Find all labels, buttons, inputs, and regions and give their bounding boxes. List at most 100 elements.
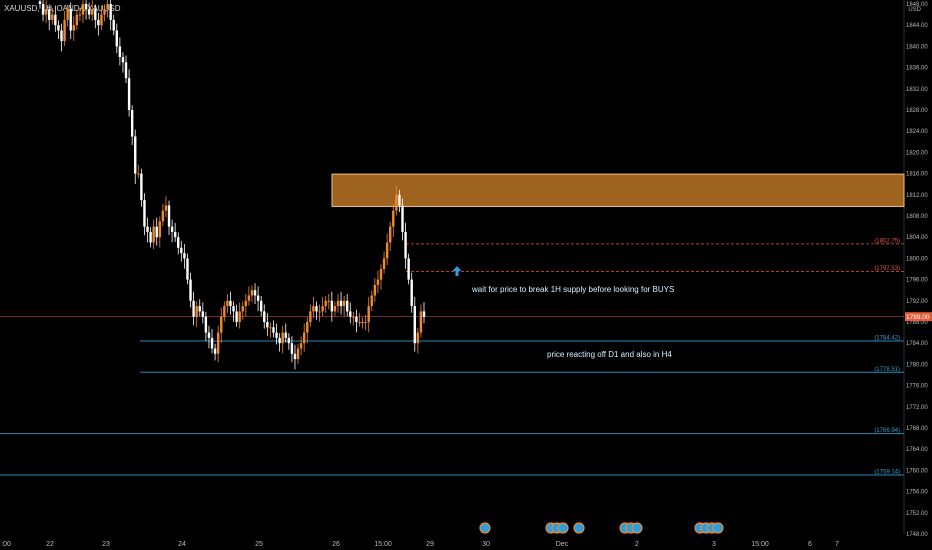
candle[interactable]: [287, 337, 291, 344]
candle[interactable]: [275, 332, 278, 338]
calendar-event-icon[interactable]: [712, 522, 724, 534]
candle[interactable]: [134, 136, 137, 174]
candle[interactable]: [333, 306, 337, 312]
calendar-event-icon[interactable]: [573, 522, 585, 534]
candle[interactable]: [284, 332, 287, 338]
calendar-event-icon[interactable]: [631, 522, 643, 534]
candle[interactable]: [112, 19, 115, 31]
candle[interactable]: [204, 316, 208, 333]
candle[interactable]: [66, 9, 69, 20]
candle[interactable]: [389, 226, 392, 243]
candle[interactable]: [346, 300, 349, 312]
candle[interactable]: [161, 210, 165, 222]
candle[interactable]: [352, 316, 355, 318]
candle[interactable]: [220, 316, 223, 333]
candle[interactable]: [370, 295, 373, 307]
candle[interactable]: [41, 4, 45, 15]
candle[interactable]: [69, 9, 72, 31]
candle[interactable]: [48, 9, 51, 20]
candle[interactable]: [269, 327, 272, 329]
candle[interactable]: [413, 306, 416, 344]
candle[interactable]: [327, 300, 330, 302]
candle[interactable]: [140, 173, 143, 201]
candle[interactable]: [63, 19, 66, 42]
candle[interactable]: [272, 327, 275, 333]
candle[interactable]: [241, 306, 244, 312]
candle[interactable]: [312, 306, 315, 312]
candle[interactable]: [238, 311, 241, 322]
candle[interactable]: [422, 311, 426, 317]
candle[interactable]: [54, 14, 57, 26]
candle[interactable]: [201, 311, 205, 317]
candle[interactable]: [75, 14, 79, 26]
candle[interactable]: [302, 332, 306, 344]
candle[interactable]: [216, 332, 220, 354]
candle[interactable]: [330, 300, 334, 312]
candle[interactable]: [137, 173, 140, 175]
candle[interactable]: [259, 300, 263, 312]
candle[interactable]: [336, 300, 340, 307]
candle[interactable]: [115, 30, 118, 47]
candle[interactable]: [361, 322, 364, 323]
candle[interactable]: [103, 9, 106, 15]
candle[interactable]: [367, 306, 370, 322]
candle[interactable]: [60, 30, 63, 42]
candle[interactable]: [189, 279, 192, 301]
candle[interactable]: [207, 332, 211, 338]
candle[interactable]: [106, 4, 109, 10]
candle[interactable]: [253, 290, 257, 296]
candle[interactable]: [318, 311, 321, 313]
candle[interactable]: [183, 253, 186, 259]
candle[interactable]: [100, 14, 103, 26]
candle[interactable]: [263, 311, 266, 322]
candle[interactable]: [419, 311, 423, 333]
candle[interactable]: [97, 19, 100, 26]
candle[interactable]: [124, 62, 128, 79]
candle[interactable]: [164, 205, 168, 211]
candle[interactable]: [278, 337, 281, 344]
candle[interactable]: [223, 306, 226, 317]
calendar-event-icon[interactable]: [479, 522, 491, 534]
candle[interactable]: [87, 9, 91, 15]
candle[interactable]: [121, 57, 125, 63]
candle[interactable]: [401, 205, 404, 232]
candle[interactable]: [250, 290, 254, 296]
candle[interactable]: [198, 306, 201, 312]
candle[interactable]: [321, 306, 324, 312]
candle[interactable]: [226, 300, 229, 307]
candle[interactable]: [364, 322, 367, 323]
candle[interactable]: [177, 237, 180, 248]
candle[interactable]: [244, 300, 248, 307]
candle[interactable]: [81, 4, 85, 15]
candle[interactable]: [376, 279, 380, 285]
candle[interactable]: [78, 14, 82, 16]
candle[interactable]: [355, 316, 358, 322]
candle[interactable]: [127, 78, 131, 110]
candle[interactable]: [382, 258, 386, 269]
candle[interactable]: [324, 300, 327, 307]
candle[interactable]: [407, 258, 410, 280]
candle[interactable]: [143, 200, 146, 227]
candle[interactable]: [290, 343, 294, 354]
calendar-event-icon[interactable]: [557, 522, 569, 534]
candle[interactable]: [296, 348, 300, 360]
candle[interactable]: [306, 322, 309, 333]
candle[interactable]: [358, 322, 361, 323]
candle[interactable]: [149, 231, 152, 243]
candle[interactable]: [235, 311, 238, 322]
candle[interactable]: [192, 300, 195, 317]
candle[interactable]: [109, 4, 112, 20]
candle[interactable]: [349, 311, 352, 317]
candle[interactable]: [167, 205, 171, 227]
candle[interactable]: [57, 25, 60, 31]
candle[interactable]: [373, 284, 377, 296]
candle[interactable]: [155, 226, 158, 238]
candle[interactable]: [410, 279, 413, 307]
candle[interactable]: [84, 4, 88, 10]
candle[interactable]: [315, 306, 318, 312]
supply-zone[interactable]: [331, 173, 905, 207]
candle[interactable]: [293, 353, 297, 360]
candle[interactable]: [379, 269, 383, 280]
candle[interactable]: [266, 322, 269, 328]
